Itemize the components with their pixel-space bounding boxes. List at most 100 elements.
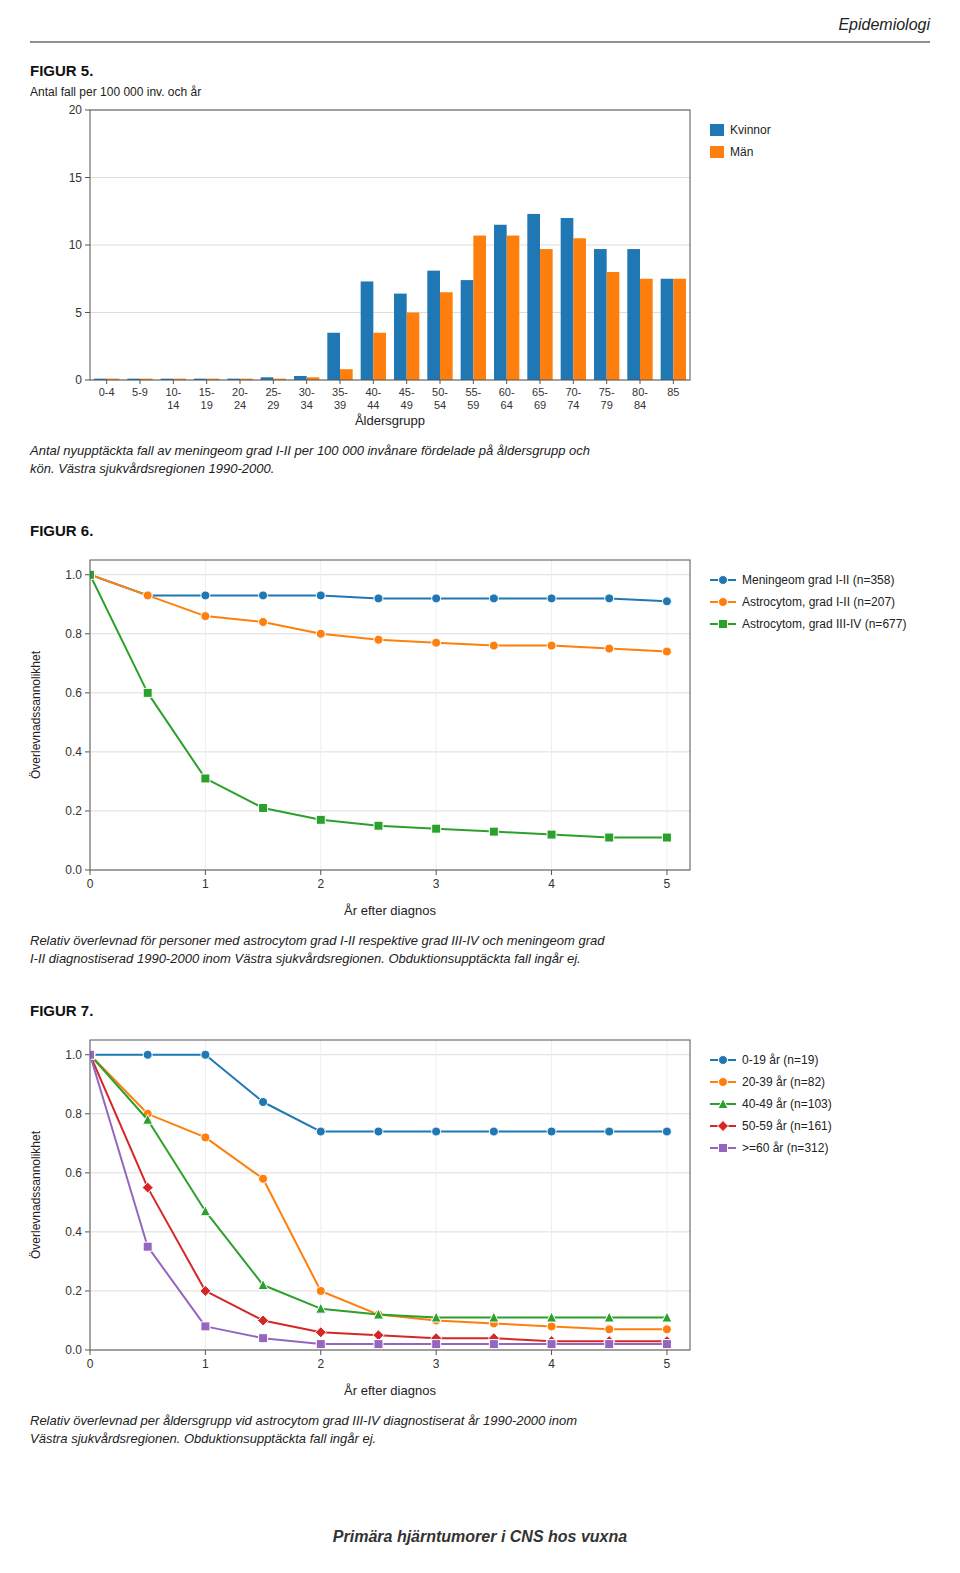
caption: kön. Västra sjukvårdsregionen 1990-2000.: [30, 461, 274, 476]
chart-title: FIGUR 6.: [30, 522, 93, 539]
y-axis-label: Antal fall per 100 000 inv. och år: [30, 85, 201, 99]
grid-line-x: [666, 1040, 667, 1350]
point: [547, 1322, 556, 1331]
point: [258, 1315, 269, 1326]
point: [662, 1325, 671, 1334]
tick-y: [85, 1172, 90, 1173]
x-axis-label: År efter diagnos: [344, 1383, 436, 1398]
point: [90, 570, 95, 579]
tick-label-line: 45-: [399, 386, 415, 398]
point: [90, 1050, 95, 1059]
tick-y: [85, 1113, 90, 1114]
tick-y: [85, 1290, 90, 1291]
tick-label-x: 85: [667, 386, 679, 398]
tick-x: [90, 1350, 91, 1355]
grid-line-y: [90, 245, 690, 246]
header-rule: [30, 41, 930, 42]
tick-label-y: 15: [69, 171, 83, 185]
tick-x: [106, 380, 107, 384]
tick-label-line: 20-: [232, 386, 248, 398]
point: [316, 815, 325, 824]
legend-marker: [719, 1078, 728, 1087]
tick-label-y: 0.2: [65, 1284, 82, 1298]
tick-label-line: 85: [667, 386, 679, 398]
bar: [494, 225, 507, 380]
tick-x: [673, 380, 674, 384]
tick-label-x: 80-84: [632, 386, 648, 411]
point: [259, 618, 268, 627]
tick-x: [340, 380, 341, 384]
tick-x: [205, 870, 206, 875]
tick-label-line: 69: [534, 399, 546, 411]
legend-label: 40-49 år (n=103): [742, 1097, 832, 1111]
line: [90, 575, 667, 652]
point: [259, 1098, 268, 1107]
legend-label: Meningeom grad I-II (n=358): [742, 573, 894, 587]
point: [373, 1309, 383, 1319]
point: [432, 824, 441, 833]
point: [547, 1127, 556, 1136]
bar: [607, 272, 620, 380]
tick-label-x: 1: [202, 1357, 209, 1371]
point: [662, 1340, 671, 1349]
legend-marker: [719, 1056, 728, 1065]
tick-label-x: 5-9: [132, 386, 148, 398]
tick-x: [506, 380, 507, 384]
footer: Primära hjärntumorer i CNS hos vuxna: [333, 1528, 627, 1545]
tick-label-line: 54: [434, 399, 446, 411]
tick-label-line: 75-: [599, 386, 615, 398]
tick-label-x: 55-59: [465, 386, 481, 411]
tick-y: [85, 245, 90, 246]
point: [662, 597, 671, 606]
bar: [673, 279, 686, 380]
grid-line-y: [90, 751, 690, 752]
grid-line-x: [666, 560, 667, 870]
point: [143, 688, 152, 697]
tick-x: [551, 1350, 552, 1355]
grid-line-x: [436, 560, 437, 870]
caption: Västra sjukvårdsregionen. Obduktionsuppt…: [30, 1431, 376, 1446]
tick-label-line: 30-: [299, 386, 315, 398]
legend-label: 0-19 år (n=19): [742, 1053, 818, 1067]
header: Epidemiologi: [838, 16, 930, 33]
bar: [473, 236, 486, 380]
line-series: [90, 570, 671, 842]
tick-y: [85, 692, 90, 693]
point: [201, 1322, 210, 1331]
grid-line-x: [205, 1040, 206, 1350]
chart: FIGUR 7.0.00.20.40.60.81.0012345År efter…: [29, 1002, 832, 1446]
tick-label-x: 2: [317, 877, 324, 891]
chart: FIGUR 5.051015200-45-910-1415-1920-2425-…: [29, 62, 771, 476]
tick-label-line: 64: [501, 399, 513, 411]
tick-label-x: 15-19: [199, 386, 215, 411]
grid-line-y: [90, 633, 690, 634]
tick-label-x: 4: [548, 877, 555, 891]
tick-label-line: 5-9: [132, 386, 148, 398]
page: EpidemiologiFIGUR 5.051015200-45-910-141…: [0, 0, 960, 1573]
tick-label-y: 0.2: [65, 804, 82, 818]
line-series: [90, 1049, 672, 1322]
tick-x: [551, 870, 552, 875]
point: [489, 641, 498, 650]
grid-line-y: [90, 1113, 690, 1114]
point: [315, 1327, 326, 1338]
point: [316, 1286, 325, 1295]
point: [547, 594, 556, 603]
point: [258, 1280, 268, 1290]
point: [143, 591, 152, 600]
plot-frame: [90, 110, 690, 380]
grid-line-y: [90, 692, 690, 693]
tick-label-line: 24: [234, 399, 246, 411]
tick-x: [205, 1350, 206, 1355]
bar: [407, 313, 420, 381]
tick-x: [540, 380, 541, 384]
point: [259, 1334, 268, 1343]
tick-label-y: 0.6: [65, 1166, 82, 1180]
point: [201, 1050, 210, 1059]
legend: 0-19 år (n=19)20-39 år (n=82)40-49 år (n…: [710, 1053, 832, 1155]
tick-label-x: 0: [87, 1357, 94, 1371]
point: [316, 629, 325, 638]
point: [662, 833, 671, 842]
tick-label-line: 84: [634, 399, 646, 411]
tick-label-y: 0.4: [65, 1225, 82, 1239]
